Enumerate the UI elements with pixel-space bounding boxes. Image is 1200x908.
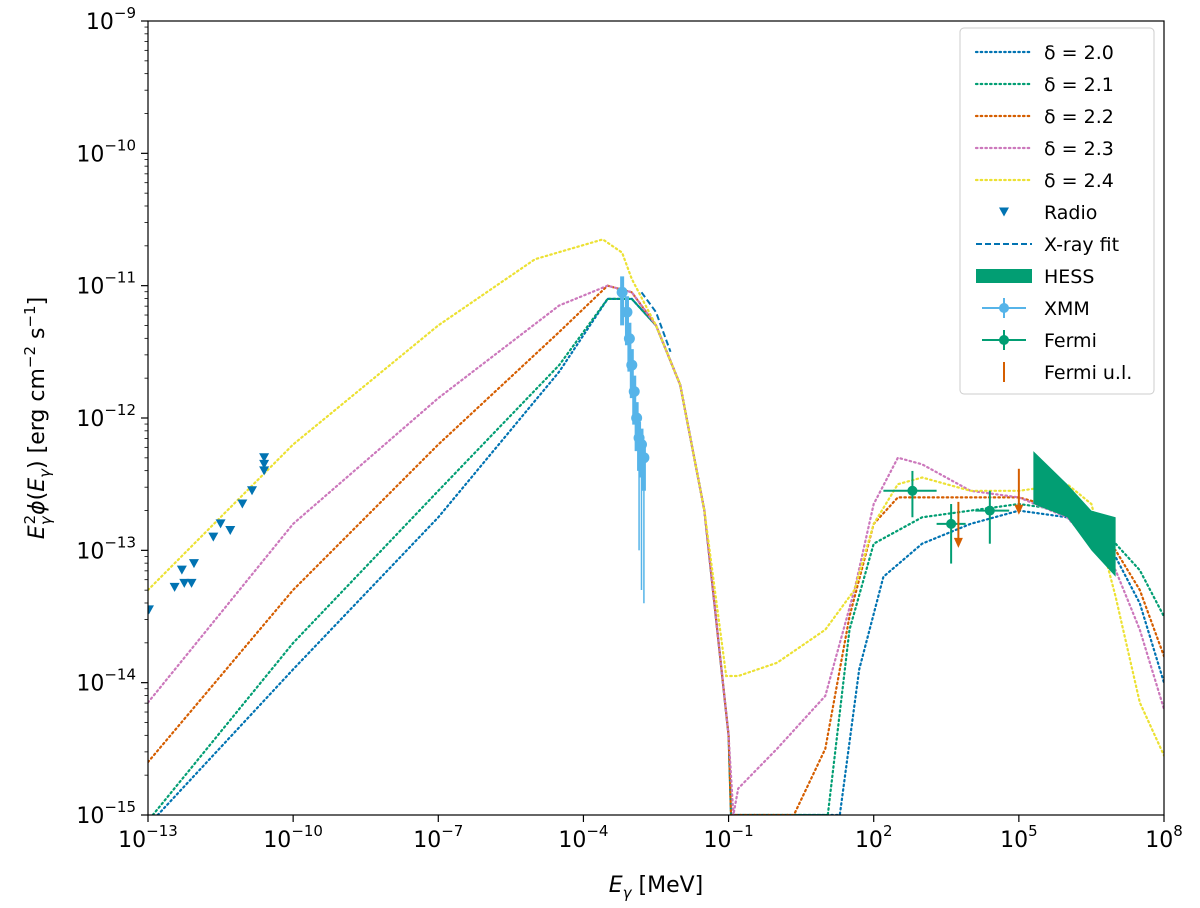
legend-item-2-3: δ = 2.3	[974, 138, 1114, 160]
legend-label: δ = 2.2	[1044, 106, 1114, 128]
legend-item-2-1: δ = 2.1	[974, 74, 1114, 96]
fermi-point	[946, 518, 957, 529]
x-tick-label: 10−1	[704, 822, 754, 853]
y-tick-label: 10−12	[76, 401, 136, 432]
xmm-point	[621, 306, 633, 318]
legend-item-2-4: δ = 2.4	[974, 170, 1114, 192]
radio-point	[179, 578, 190, 588]
fermi-ul-arrow	[1014, 504, 1024, 515]
xmm-point	[626, 359, 638, 371]
x-tick-label: 10−4	[558, 822, 608, 853]
xmm-point	[631, 412, 643, 424]
legend-item-xmm: XMM	[982, 298, 1090, 320]
series-line-2-3	[148, 284, 1164, 815]
hess-band	[1033, 451, 1116, 577]
legend: δ = 2.0 δ = 2.1 δ = 2.2 δ = 2.3 δ = 2.4 Radio…	[959, 27, 1155, 395]
plot-frame	[147, 20, 1165, 816]
legend-swatch	[999, 335, 1009, 345]
y-tick-label: 10−9	[86, 4, 136, 35]
markers-layer	[148, 276, 1116, 615]
radio-point	[186, 578, 197, 588]
radio-point	[225, 525, 236, 535]
legend-swatch	[999, 207, 1009, 217]
legend-item-fermi: Fermi	[982, 330, 1097, 352]
legend-label: X-ray fit	[1044, 234, 1119, 256]
xmm-point	[638, 452, 650, 464]
x-axis-ticks: 10−13 10−10 10−7 10−4 10−1 102 105 108	[118, 815, 1183, 853]
xmm-point	[616, 286, 628, 298]
x-tick-label: 105	[1000, 822, 1038, 853]
xmm-point	[623, 333, 635, 345]
radio-point	[176, 565, 187, 575]
x-tick-label: 102	[855, 822, 893, 853]
legend-label: δ = 2.0	[1044, 42, 1114, 64]
radio-point	[247, 486, 258, 496]
radio-point	[259, 453, 270, 463]
legend-item-fermi-u-l: Fermi u.l.	[1003, 362, 1132, 384]
legend-label: XMM	[1044, 298, 1090, 320]
radio-point	[169, 582, 180, 592]
fermi-ul-arrow	[953, 537, 963, 548]
legend-label: Fermi u.l.	[1044, 362, 1132, 384]
y-axis-ticks: 10−9 10−10 10−11 10−12 10−13 10−14 10−15	[76, 4, 148, 829]
radio-point	[208, 532, 219, 542]
y-tick-label: 10−13	[76, 533, 136, 564]
series-line-2-4	[148, 238, 1164, 757]
legend-frame	[959, 27, 1155, 395]
x-tick-label: 10−13	[118, 822, 178, 853]
radio-point	[259, 466, 270, 476]
legend-item-2-0: δ = 2.0	[974, 42, 1114, 64]
legend-label: Fermi	[1044, 330, 1097, 352]
legend-label: HESS	[1044, 266, 1094, 288]
radio-point	[237, 499, 248, 509]
legend-label: δ = 2.3	[1044, 138, 1114, 160]
radio-point	[259, 459, 270, 469]
radio-point	[148, 605, 154, 615]
y-tick-label: 10−11	[76, 269, 136, 300]
x-tick-label: 108	[1145, 822, 1183, 853]
x-tick-label: 10−10	[263, 822, 323, 853]
xmm-point	[628, 386, 640, 398]
x-axis-label: Eγ [MeV]	[609, 873, 704, 902]
legend-label: δ = 2.1	[1044, 74, 1114, 96]
legend-item-hess: HESS	[976, 266, 1094, 288]
legend-item-x-ray-fit: X-ray fit	[976, 234, 1119, 256]
radio-point	[188, 559, 199, 569]
legend-item-radio: Radio	[999, 202, 1097, 224]
legend-item-2-2: δ = 2.2	[974, 106, 1114, 128]
y-tick-label: 10−10	[76, 136, 136, 167]
radio-point	[215, 519, 226, 529]
legend-label: Radio	[1044, 202, 1097, 224]
legend-swatch	[999, 303, 1009, 313]
legend-swatch	[976, 269, 1032, 283]
y-tick-label: 10−14	[76, 666, 136, 697]
legend-label: δ = 2.4	[1044, 170, 1114, 192]
fermi-point	[984, 505, 995, 516]
fermi-point	[907, 485, 918, 496]
series-line-2-0	[156, 297, 1164, 815]
y-axis-label: Eγ2ϕ(Eγ) [erg cm−2 s−1]	[21, 297, 55, 539]
x-tick-label: 10−7	[413, 822, 463, 853]
y-tick-label: 10−15	[76, 798, 136, 829]
